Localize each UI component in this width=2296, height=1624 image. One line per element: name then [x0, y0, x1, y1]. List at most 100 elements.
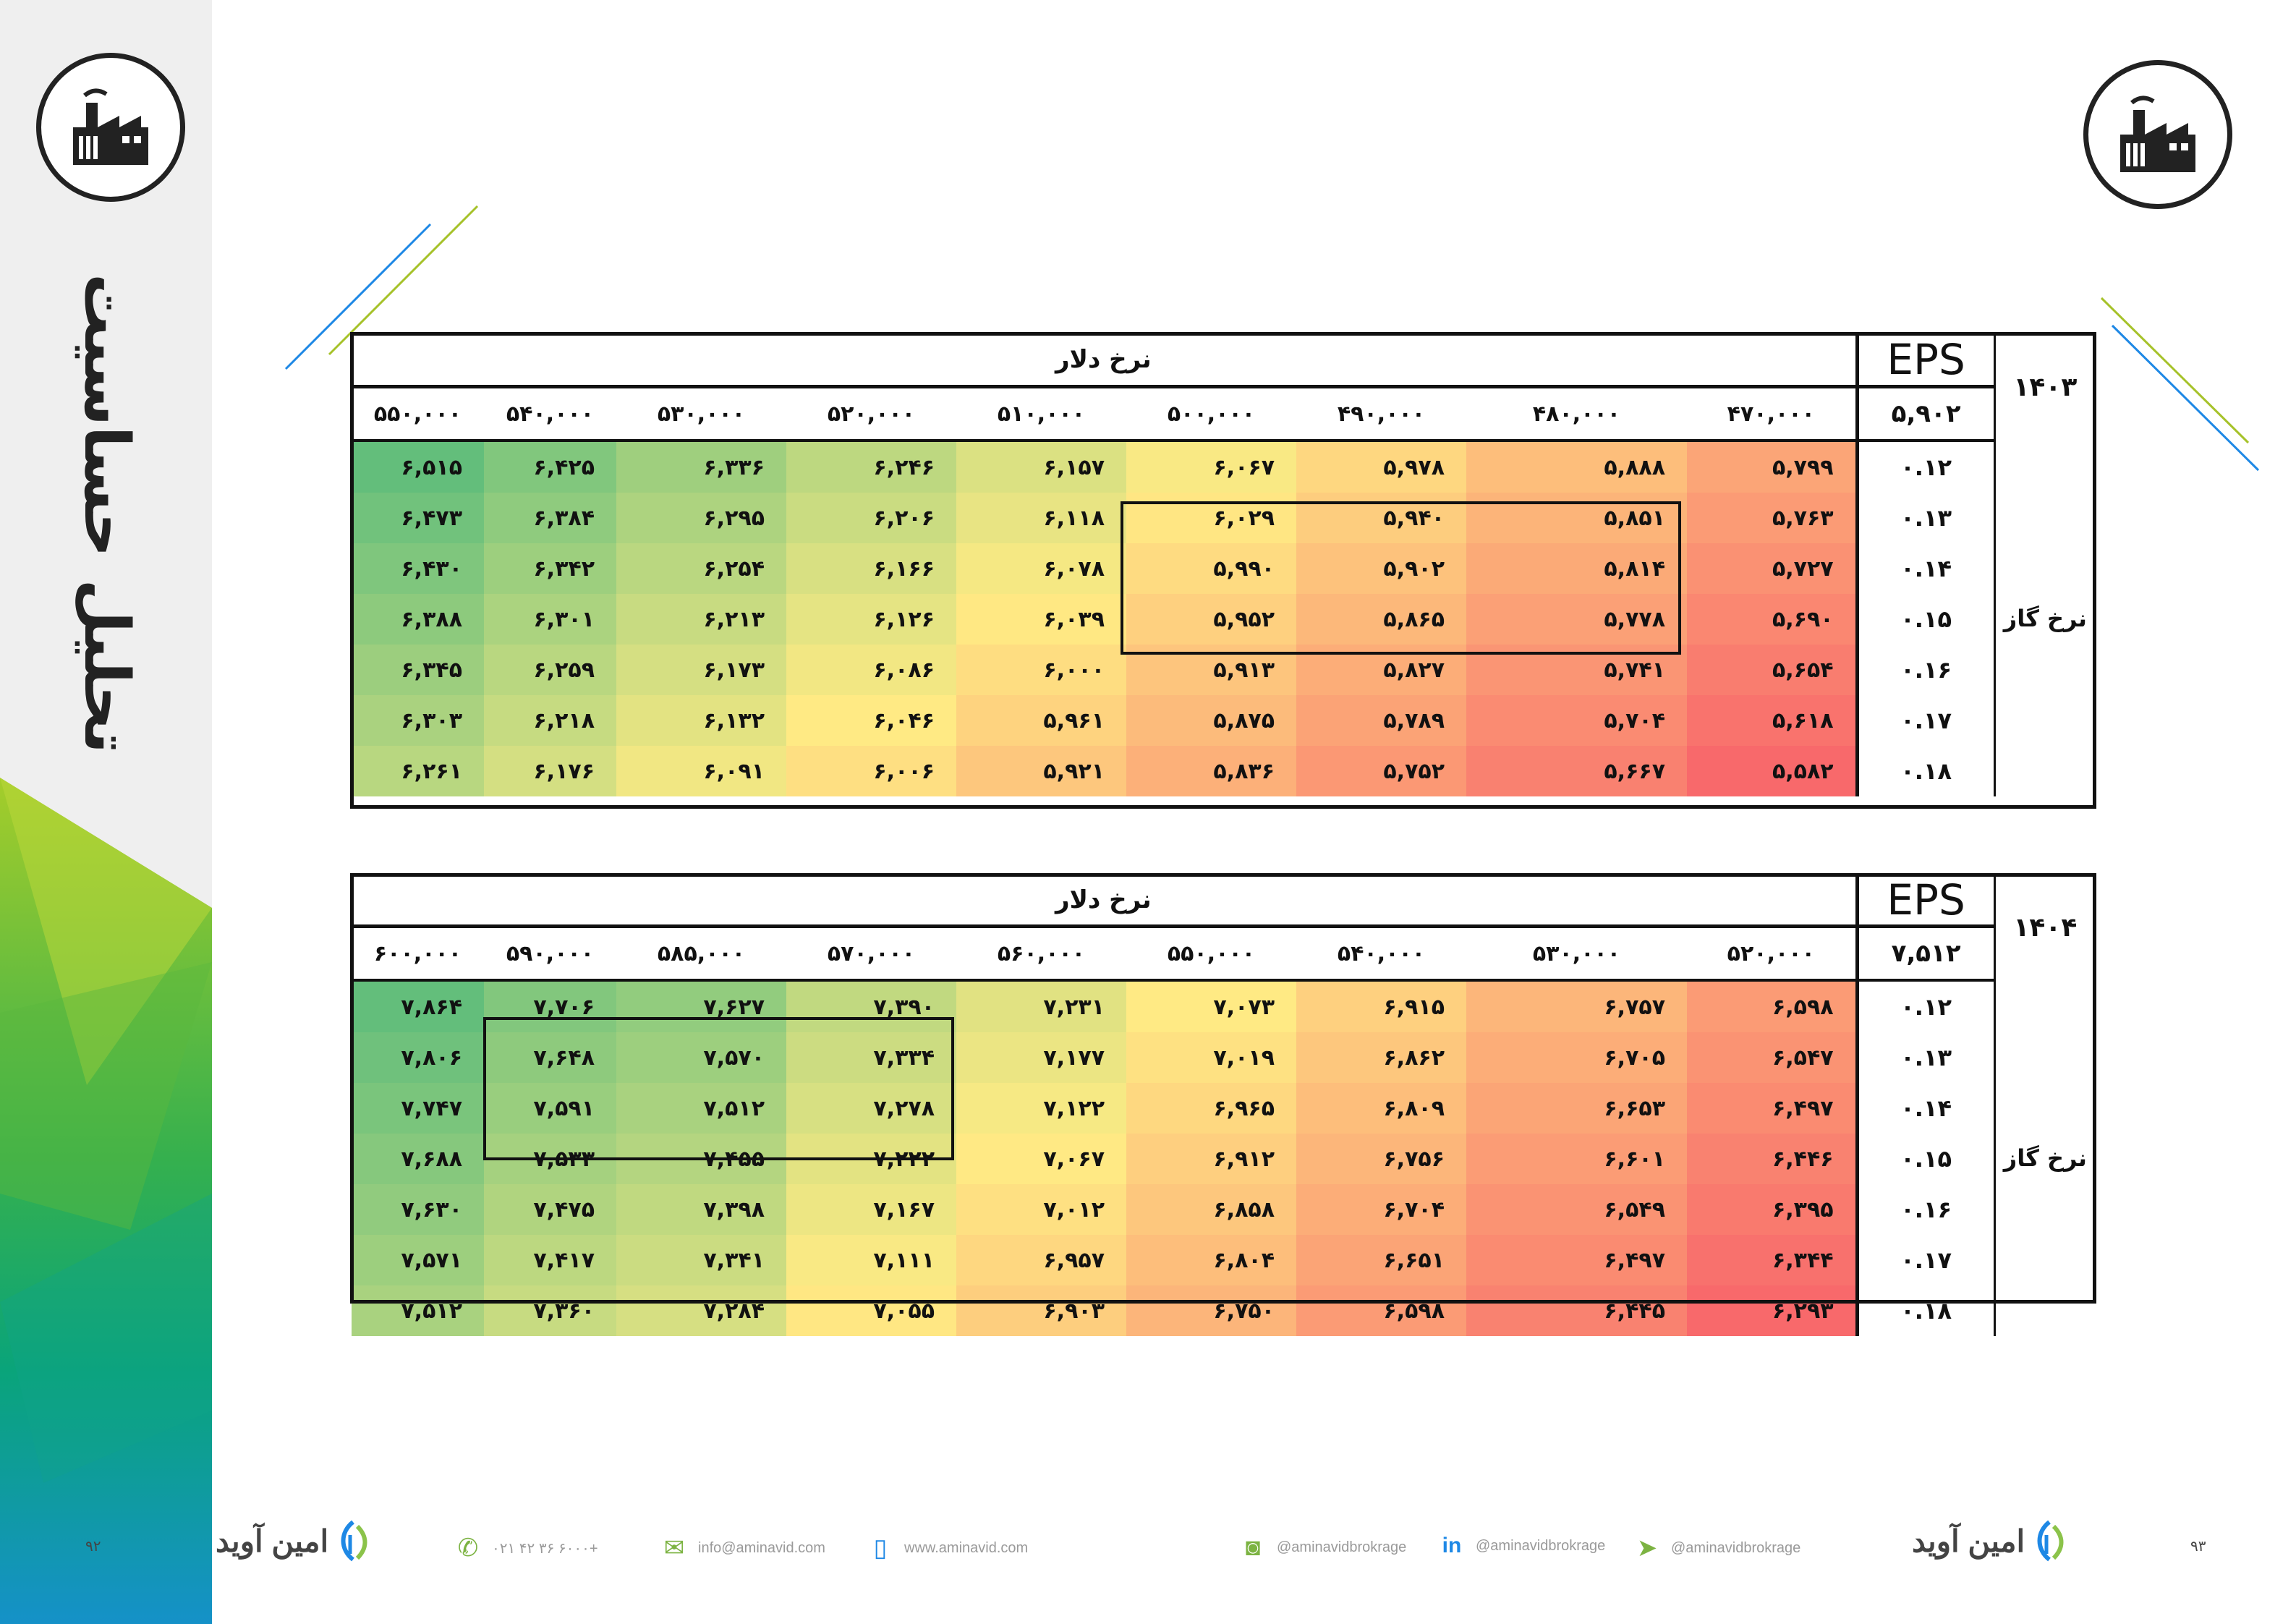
eps-cell-value: ۷,۵۷۱ — [352, 1235, 484, 1285]
brand-logo-icon — [341, 1520, 367, 1562]
eps-cell-value: ۶,۳۳۶ — [616, 441, 786, 493]
eps-cell-value: ۶,۱۷۳ — [616, 645, 786, 695]
eps-cell-value: ۷,۸۰۶ — [352, 1032, 484, 1083]
col-header: ۴۸۰,۰۰۰ — [1466, 386, 1687, 442]
eps-cell-value: ۷,۱۱۱ — [786, 1235, 956, 1285]
eps-cell-value: ۷,۵۹۱ — [484, 1083, 616, 1134]
sidebar-decoration — [0, 778, 212, 1624]
footer-instagram[interactable]: ◙ @aminavidbrokrage — [1239, 1534, 1407, 1562]
eps-cell-value: ۶,۰۹۱ — [616, 746, 786, 796]
eps-cell-value: ۷,۲۸۴ — [616, 1285, 786, 1336]
factory-icon — [73, 88, 148, 165]
eps-cell-value: ۶,۶۰۱ — [1466, 1134, 1687, 1184]
eps-cell-value: ۶,۱۵۷ — [956, 441, 1126, 493]
gas-rate: ۰.۱۵ — [1855, 594, 1996, 645]
eps-cell-value: ۵,۸۵۱ — [1466, 493, 1687, 543]
eps-cell-value: ۷,۶۲۷ — [616, 980, 786, 1032]
gas-rate: ۰.۱۷ — [1855, 1235, 1996, 1285]
table-row: ۷,۷۴۷ ۷,۵۹۱ ۷,۵۱۲ ۷,۲۷۸ ۷,۱۲۲ ۶,۹۶۵ ۶,۸۰۹ ۶,۶۵۳… — [352, 1083, 2095, 1134]
col-header: ۵۰۰,۰۰۰ — [1126, 386, 1296, 442]
mouse-icon: ▯ — [873, 1534, 888, 1562]
table-row: ۶,۴۳۰ ۶,۳۴۲ ۶,۲۵۴ ۶,۱۶۶ ۶,۰۷۸ ۵,۹۹۰ ۵,۹۰۲ ۵,۸۱۴… — [352, 543, 2095, 594]
eps-cell-value: ۵,۹۷۸ — [1296, 441, 1466, 493]
eps-cell-value: ۶,۷۵۶ — [1296, 1134, 1466, 1184]
col-header: ۵۵۰,۰۰۰ — [352, 386, 484, 442]
sidebar-logo — [36, 53, 185, 202]
email-text: info@aminavid.com — [698, 1539, 825, 1556]
brand-left: امین آوید — [216, 1519, 370, 1563]
eps-cell-value: ۵,۸۸۸ — [1466, 441, 1687, 493]
eps-cell-value: ۷,۰۵۵ — [786, 1285, 956, 1336]
eps-cell-value: ۷,۰۱۲ — [956, 1184, 1126, 1235]
eps-cell-value: ۵,۷۰۴ — [1466, 695, 1687, 746]
eps-cell-value: ۵,۹۶۱ — [956, 695, 1126, 746]
table-title: نرخ دلار — [352, 875, 1858, 928]
table-title: نرخ دلار — [352, 334, 1858, 388]
eps-cell-value: ۷,۰۱۹ — [1126, 1032, 1296, 1083]
year-label: ۱۴۰۴ — [1994, 875, 2096, 980]
eps-label: EPS — [1855, 334, 1996, 388]
table-row: ۶,۴۷۳ ۶,۳۸۴ ۶,۲۹۵ ۶,۲۰۶ ۶,۱۱۸ ۶,۰۲۹ ۵,۹۴۰ ۵,۸۵۱… — [352, 493, 2095, 543]
footer-linkedin[interactable]: in @aminavidbrokrage — [1438, 1534, 1606, 1558]
eps-cell-value: ۵,۷۶۳ — [1687, 493, 1858, 543]
telegram-text: @aminavidbrokrage — [1671, 1539, 1801, 1556]
eps-cell-value: ۵,۶۱۸ — [1687, 695, 1858, 746]
mail-icon: ✉ — [663, 1534, 685, 1562]
gas-rate: ۰.۱۲ — [1855, 441, 1996, 493]
gas-rate: ۰.۱۷ — [1855, 695, 1996, 746]
eps-cell-value: ۷,۵۱۲ — [352, 1285, 484, 1336]
eps-cell-value: ۶,۳۴۴ — [1687, 1235, 1858, 1285]
eps-cell-value: ۶,۳۸۴ — [484, 493, 616, 543]
eps-cell-value: ۶,۳۴۲ — [484, 543, 616, 594]
gas-rate: ۰.۱۸ — [1855, 1285, 1996, 1336]
eps-cell-value: ۶,۴۷۳ — [352, 493, 484, 543]
eps-cell-value: ۷,۶۳۰ — [352, 1184, 484, 1235]
eps-cell-value: ۶,۴۴۶ — [1687, 1134, 1858, 1184]
row-group-label: نرخ گاز — [1994, 980, 2096, 1336]
footer: ۹۲ امین آوید ✆ ۰۲۱ ۴۲ ۳۶ ۶۰۰۰+ ✉ info@am… — [85, 1497, 2296, 1613]
eps-cell-value: ۶,۶۵۳ — [1466, 1083, 1687, 1134]
eps-cell-value: ۵,۶۵۴ — [1687, 645, 1858, 695]
eps-cell-value: ۵,۹۱۳ — [1126, 645, 1296, 695]
footer-email[interactable]: ✉ info@aminavid.com — [660, 1534, 825, 1563]
table-row: ۶,۲۶۱ ۶,۱۷۶ ۶,۰۹۱ ۶,۰۰۶ ۵,۹۲۱ ۵,۸۳۶ ۵,۷۵۲ ۵,۶۶۷… — [352, 746, 2095, 796]
eps-cell-value: ۵,۵۸۲ — [1687, 746, 1858, 796]
eps-cell-value: ۵,۸۷۵ — [1126, 695, 1296, 746]
eps-cell-value: ۵,۹۵۲ — [1126, 594, 1296, 645]
gas-rate: ۰.۱۶ — [1855, 1184, 1996, 1235]
footer-telegram[interactable]: ➤ @aminavidbrokrage — [1633, 1534, 1801, 1563]
row-group-label: نرخ گاز — [1994, 441, 2096, 796]
table-row: ۶,۳۰۳ ۶,۲۱۸ ۶,۱۳۲ ۶,۰۴۶ ۵,۹۶۱ ۵,۸۷۵ ۵,۷۸۹ ۵,۷۰۴… — [352, 695, 2095, 746]
eps-cell-value: ۵,۸۲۷ — [1296, 645, 1466, 695]
eps-cell-value: ۶,۲۶۱ — [352, 746, 484, 796]
gas-rate: ۰.۱۳ — [1855, 1032, 1996, 1083]
col-header: ۵۶۰,۰۰۰ — [956, 926, 1126, 982]
brand-name: امین آوید — [216, 1523, 329, 1558]
eps-cell-value: ۵,۷۴۱ — [1466, 645, 1687, 695]
eps-cell-value: ۷,۴۵۵ — [616, 1134, 786, 1184]
eps-cell-value: ۶,۴۴۵ — [1466, 1285, 1687, 1336]
eps-cell-value: ۷,۴۱۷ — [484, 1235, 616, 1285]
eps-cell-value: ۶,۹۱۵ — [1296, 980, 1466, 1032]
eps-cell-value: ۶,۷۵۷ — [1466, 980, 1687, 1032]
instagram-icon: ◙ — [1245, 1534, 1261, 1561]
gas-rate: ۰.۱۲ — [1855, 980, 1996, 1032]
eps-cell-value: ۶,۷۵۰ — [1126, 1285, 1296, 1336]
eps-cell-value: ۶,۳۰۳ — [352, 695, 484, 746]
eps-cell-value: ۶,۲۱۳ — [616, 594, 786, 645]
footer-phone[interactable]: ✆ ۰۲۱ ۴۲ ۳۶ ۶۰۰۰+ — [454, 1534, 598, 1563]
table-row: ۷,۶۸۸ ۷,۵۳۳ ۷,۴۵۵ ۷,۲۲۲ ۷,۰۶۷ ۶,۹۱۲ ۶,۷۵۶ ۶,۶۰۱… — [352, 1134, 2095, 1184]
eps-cell-value: ۵,۹۴۰ — [1296, 493, 1466, 543]
footer-website[interactable]: ▯ www.aminavid.com — [867, 1534, 1029, 1563]
gas-rate: ۰.۱۳ — [1855, 493, 1996, 543]
eps-cell-value: ۶,۸۵۸ — [1126, 1184, 1296, 1235]
eps-cell-value: ۶,۱۷۶ — [484, 746, 616, 796]
eps-cell-value: ۶,۴۹۷ — [1466, 1235, 1687, 1285]
eps-cell-value: ۶,۳۸۸ — [352, 594, 484, 645]
table-row: ۶,۳۸۸ ۶,۳۰۱ ۶,۲۱۳ ۶,۱۲۶ ۶,۰۳۹ ۵,۹۵۲ ۵,۸۶۵ ۵,۷۷۸… — [352, 594, 2095, 645]
eps-cell-value: ۶,۹۵۷ — [956, 1235, 1126, 1285]
eps-cell-value: ۵,۶۶۷ — [1466, 746, 1687, 796]
eps-cell-value: ۷,۵۳۳ — [484, 1134, 616, 1184]
website-text: www.aminavid.com — [904, 1539, 1029, 1556]
